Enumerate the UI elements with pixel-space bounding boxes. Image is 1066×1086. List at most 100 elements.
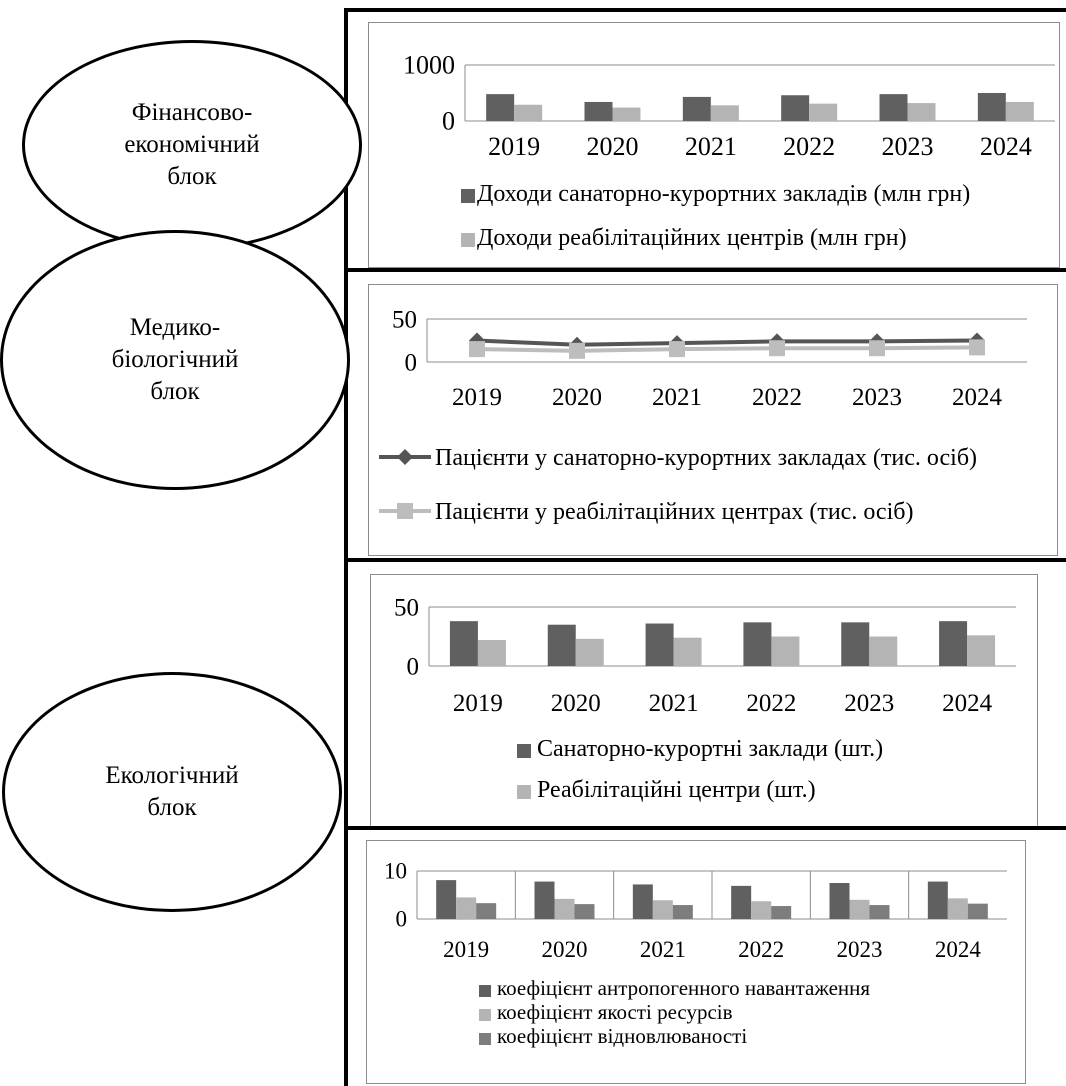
x-tick-label: 2019 bbox=[453, 690, 503, 717]
bar bbox=[632, 884, 653, 919]
bar bbox=[1005, 101, 1034, 121]
legend-swatch bbox=[461, 189, 475, 203]
bar bbox=[869, 905, 890, 919]
bar bbox=[829, 883, 850, 919]
legend-swatch bbox=[479, 1033, 491, 1045]
y-tick-label: 0 bbox=[396, 907, 408, 932]
chart-ecology: 10 0 2019 2020 2021 2022 2023 2024 коефіцієнт ан… bbox=[384, 859, 1007, 1048]
medical-block-label: Медико- біологічний блок bbox=[111, 314, 239, 405]
bar bbox=[977, 93, 1006, 121]
y-tick-label: 1000 bbox=[403, 51, 455, 80]
finance-block-label: Фінансово- економічний блок bbox=[124, 99, 260, 190]
panel-medical: 50 0 2019 2020 2021 2022 2023 2024 Пацієнти у са… bbox=[344, 268, 1066, 558]
y-tick-label: 50 bbox=[392, 306, 417, 333]
legend-label: Санаторно-курортні заклади (шт.) bbox=[537, 736, 883, 762]
bar bbox=[869, 636, 898, 666]
legend-swatch bbox=[517, 785, 531, 799]
bar bbox=[574, 904, 595, 919]
bar bbox=[751, 901, 772, 919]
legend-swatch bbox=[517, 744, 531, 758]
x-tick-label: 2022 bbox=[746, 690, 796, 717]
x-tick-label: 2024 bbox=[980, 132, 1032, 161]
panel-finance: 1000 0 2019 2020 2021 2022 2023 2024 Доходи сана… bbox=[344, 8, 1066, 268]
bar bbox=[947, 898, 968, 919]
legend-label: коефіцієнт антропогенного навантаження bbox=[497, 976, 870, 1000]
legend-label: Пацієнти у реабілітаційних центрах (тис.… bbox=[435, 499, 913, 525]
y-tick-label: 50 bbox=[394, 594, 419, 621]
bar bbox=[456, 897, 477, 919]
ecology-block-ellipse: Екологічний блок bbox=[2, 672, 342, 912]
point-marker bbox=[669, 341, 685, 358]
bar bbox=[743, 622, 772, 666]
bar bbox=[731, 885, 752, 919]
x-tick-label: 2021 bbox=[652, 384, 702, 411]
x-tick-label: 2024 bbox=[942, 690, 993, 717]
legend-swatch bbox=[479, 985, 491, 997]
x-tick-label: 2022 bbox=[752, 384, 802, 411]
finance-block-ellipse: Фінансово- економічний блок bbox=[22, 40, 362, 250]
x-tick-label: 2022 bbox=[738, 937, 784, 962]
x-tick-label: 2021 bbox=[649, 690, 699, 717]
point-marker bbox=[969, 339, 985, 356]
chart-patients: 50 0 2019 2020 2021 2022 2023 2024 Пацієнти у са… bbox=[379, 306, 1027, 525]
y-tick-label: 0 bbox=[442, 107, 455, 136]
bar bbox=[849, 899, 870, 919]
bar bbox=[841, 622, 870, 666]
y-tick-label: 0 bbox=[405, 349, 418, 376]
chart-facilities-box: 50 0 2019 2020 2021 2022 2023 2024 Санаторно-кур… bbox=[370, 574, 1038, 828]
bar bbox=[477, 640, 506, 666]
bar bbox=[672, 905, 693, 919]
x-tick-label: 2020 bbox=[551, 690, 601, 717]
ecology-block-label: Екологічний блок bbox=[105, 762, 239, 821]
x-tick-label: 2020 bbox=[587, 132, 639, 161]
legend-label: Доходи санаторно-курортних закладів (млн… bbox=[477, 181, 970, 207]
x-tick-label: 2019 bbox=[452, 384, 502, 411]
legend-marker bbox=[397, 503, 413, 519]
bar bbox=[514, 104, 543, 121]
point-marker bbox=[569, 342, 585, 359]
bar bbox=[652, 900, 673, 919]
legend-swatch bbox=[461, 233, 475, 247]
bar bbox=[967, 635, 996, 666]
chart-patients-box: 50 0 2019 2020 2021 2022 2023 2024 Пацієнти у са… bbox=[368, 284, 1058, 556]
x-tick-label: 2021 bbox=[640, 937, 686, 962]
x-tick-label: 2024 bbox=[952, 384, 1003, 411]
point-marker bbox=[469, 341, 485, 358]
bar bbox=[476, 903, 497, 919]
bar bbox=[612, 107, 641, 121]
bar bbox=[907, 103, 936, 121]
bar bbox=[673, 637, 702, 666]
bar bbox=[967, 903, 988, 919]
bar bbox=[710, 105, 739, 121]
legend-marker bbox=[397, 449, 413, 465]
bar bbox=[554, 898, 575, 919]
legend-label: Реабілітаційні центри (шт.) bbox=[537, 777, 816, 803]
bar bbox=[486, 94, 515, 121]
panel-facilities: 50 0 2019 2020 2021 2022 2023 2024 Санаторно-кур… bbox=[344, 558, 1066, 828]
chart-ecology-box: 10 0 2019 2020 2021 2022 2023 2024 коефіцієнт ан… bbox=[366, 840, 1026, 1084]
bar bbox=[781, 95, 810, 121]
y-tick-label: 0 bbox=[407, 653, 420, 680]
bar bbox=[584, 101, 613, 121]
bar bbox=[436, 880, 457, 919]
series-line bbox=[476, 338, 978, 347]
x-tick-label: 2019 bbox=[443, 937, 489, 962]
bar bbox=[927, 881, 948, 919]
bar bbox=[939, 621, 968, 666]
x-tick-label: 2023 bbox=[844, 690, 894, 717]
x-tick-label: 2019 bbox=[488, 132, 540, 161]
legend-label: Доходи реабілітаційних центрів (млн грн) bbox=[477, 225, 907, 251]
bar bbox=[645, 623, 674, 666]
y-tick-label: 10 bbox=[384, 859, 407, 884]
chart-finance-box: 1000 0 2019 2020 2021 2022 2023 2024 Доходи сана… bbox=[368, 22, 1060, 268]
panel-ecology: 10 0 2019 2020 2021 2022 2023 2024 коефіцієнт ан… bbox=[344, 826, 1066, 1086]
legend-label: Пацієнти у санаторно-курортних закладах … bbox=[435, 445, 977, 471]
chart-facilities: 50 0 2019 2020 2021 2022 2023 2024 Санаторно-кур… bbox=[394, 594, 1016, 803]
bar bbox=[682, 96, 711, 121]
x-tick-label: 2020 bbox=[552, 384, 602, 411]
x-tick-label: 2023 bbox=[882, 132, 934, 161]
point-marker bbox=[869, 340, 885, 357]
bar bbox=[449, 621, 478, 666]
series-line bbox=[476, 345, 978, 353]
bar bbox=[547, 624, 576, 666]
